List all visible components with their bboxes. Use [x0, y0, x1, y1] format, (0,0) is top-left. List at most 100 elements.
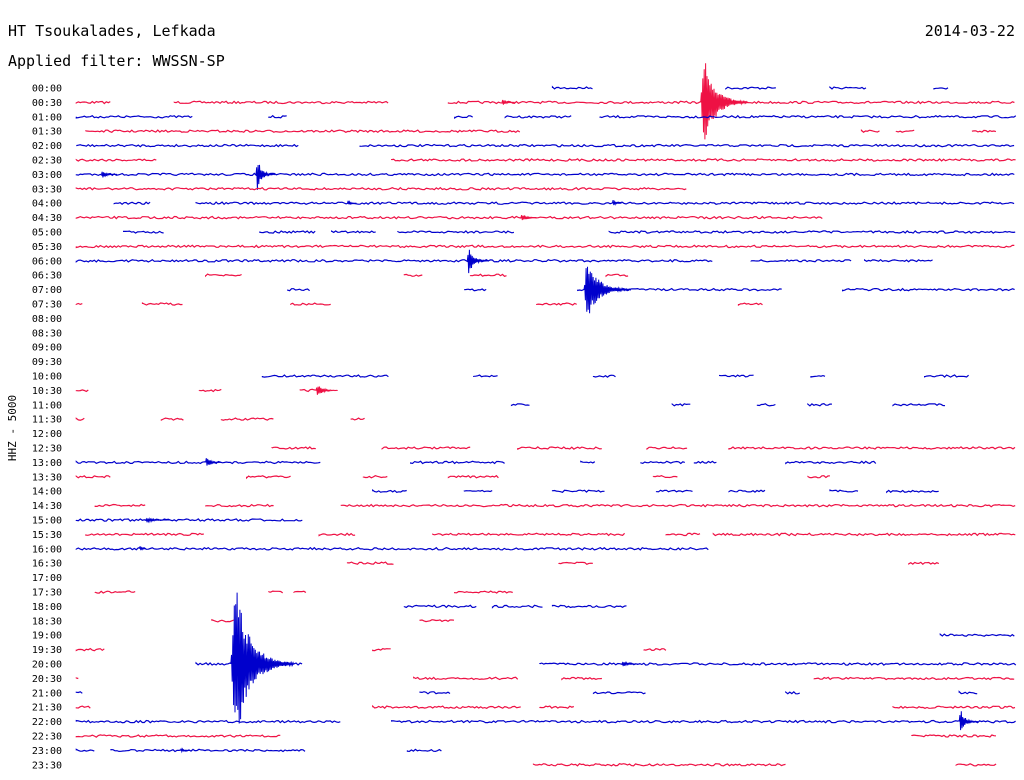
trace-segment [350, 417, 365, 421]
trace-row [94, 503, 1016, 508]
time-label: 13:30 [32, 472, 62, 483]
trace-segment [271, 446, 316, 450]
trace-row [75, 676, 1015, 681]
trace-segment [939, 633, 1015, 637]
trace-segment [160, 417, 184, 421]
trace-row [372, 489, 939, 494]
seismic-event [230, 592, 295, 724]
time-label: 08:00 [32, 314, 62, 325]
trace-segment [785, 460, 877, 465]
trace-segment [419, 619, 455, 623]
trace-segment [331, 230, 376, 234]
trace-segment [391, 158, 1016, 162]
trace-segment [958, 690, 978, 695]
trace-row [75, 747, 442, 754]
trace-segment [432, 532, 626, 537]
time-label: 16:00 [32, 544, 62, 555]
trace-row [75, 164, 1015, 190]
trace-segment [643, 648, 667, 652]
seismic-event [101, 171, 118, 178]
trace-segment [580, 460, 596, 464]
time-label: 02:30 [32, 156, 62, 167]
time-label: 08:30 [32, 328, 62, 339]
trace-segment [403, 604, 477, 609]
trace-segment [75, 172, 1015, 177]
trace-segment [359, 143, 1015, 148]
trace-segment [807, 402, 832, 407]
trace-segment [85, 129, 521, 134]
trace-segment [94, 590, 136, 594]
trace-segment [123, 230, 164, 234]
trace-segment [372, 648, 391, 652]
trace-segment [220, 417, 274, 421]
traces [75, 63, 1017, 767]
seismic-event [145, 517, 171, 524]
trace-segment [558, 561, 593, 566]
time-label: 10:30 [32, 386, 62, 397]
trace-segment [807, 475, 830, 479]
time-label: 17:00 [32, 573, 62, 584]
trace-row [287, 266, 1015, 314]
trace-row [75, 244, 1015, 249]
trace-row [532, 762, 997, 767]
time-label: 19:00 [32, 631, 62, 642]
trace-segment [268, 590, 284, 594]
trace-segment [198, 388, 222, 393]
trace-segment [406, 748, 442, 753]
trace-row [75, 546, 709, 551]
time-label: 00:00 [32, 84, 62, 95]
trace-segment [895, 129, 915, 133]
trace-row [75, 386, 338, 395]
time-label: 16:30 [32, 559, 62, 570]
seismic-event [958, 711, 979, 731]
trace-row [85, 532, 1016, 537]
time-label: 10:00 [32, 372, 62, 383]
trace-segment [173, 100, 389, 105]
trace-segment [599, 114, 1017, 119]
time-label: 05:00 [32, 228, 62, 239]
station-title: HT Tsoukalades, Lefkada [8, 22, 216, 40]
trace-row [403, 604, 627, 609]
trace-segment [911, 734, 996, 738]
trace-segment [413, 676, 519, 681]
trace-segment [75, 647, 105, 652]
trace-segment [728, 446, 1016, 450]
trace-segment [532, 762, 786, 767]
trace-segment [268, 114, 287, 119]
trace-segment [829, 489, 859, 493]
time-label: 23:00 [32, 746, 62, 757]
time-label: 13:00 [32, 458, 62, 469]
trace-segment [955, 763, 997, 767]
trace-segment [205, 503, 274, 508]
time-label: 15:30 [32, 530, 62, 541]
trace-row [113, 199, 1015, 206]
seismic-event [501, 99, 515, 105]
trace-segment [785, 690, 801, 695]
trace-segment [75, 719, 341, 724]
time-label: 11:00 [32, 400, 62, 411]
trace-segment [75, 734, 281, 738]
record-date: 2014-03-22 [925, 22, 1015, 40]
seismic-event [315, 386, 338, 395]
trace-segment [75, 100, 111, 105]
trace-segment [318, 532, 356, 537]
trace-segment [646, 446, 688, 451]
trace-segment [75, 389, 89, 393]
time-label: 22:00 [32, 717, 62, 728]
trace-segment [640, 460, 685, 465]
trace-row [75, 302, 763, 307]
trace-segment [728, 489, 766, 493]
trace-segment [592, 374, 616, 378]
trace-segment [536, 302, 577, 306]
seismic-event [255, 164, 276, 190]
trace-segment [933, 87, 949, 90]
seismic-event [179, 747, 190, 754]
trace-segment [246, 475, 291, 480]
filter-label: Applied filter: WWSSN-SP [8, 52, 225, 70]
trace-segment [195, 201, 1015, 206]
trace-segment [655, 489, 693, 493]
trace-segment [464, 288, 487, 292]
trace-row [75, 704, 1016, 710]
trace-segment [75, 302, 83, 306]
